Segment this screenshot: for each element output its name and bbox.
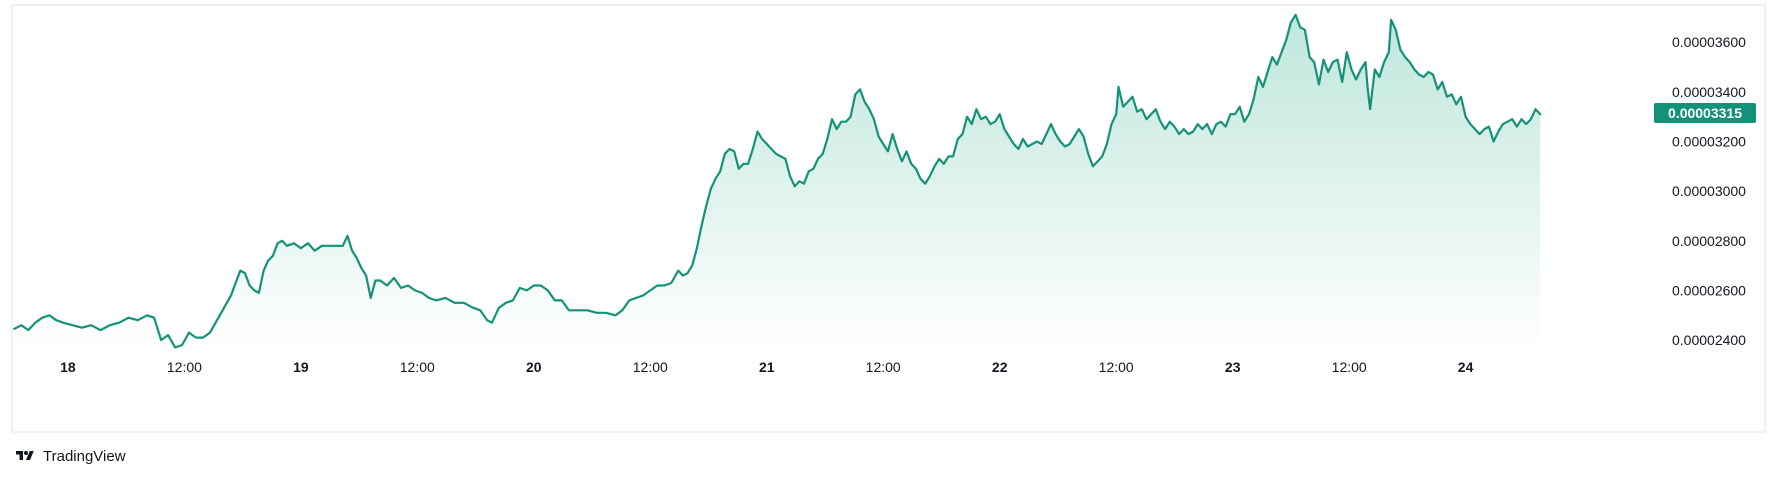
y-axis[interactable]: 0.00003600 0.00003400 0.00003200 0.00003000… — [1672, 34, 1746, 348]
y-tick-label: 0.00002600 — [1672, 282, 1746, 298]
last-price-value: 0.00003315 — [1668, 105, 1742, 121]
y-tick-label: 0.00003000 — [1672, 183, 1746, 199]
chart-frame — [11, 4, 1766, 433]
x-tick-label: 24 — [1458, 359, 1474, 375]
tradingview-branding[interactable]: TradingView — [12, 446, 126, 466]
y-tick-label: 0.00003400 — [1672, 84, 1746, 100]
last-price-tag: 0.00003315 — [1654, 103, 1756, 123]
x-tick-label: 12:00 — [1099, 359, 1134, 375]
tradingview-logo-icon — [16, 451, 34, 460]
y-tick-label: 0.00002400 — [1672, 332, 1746, 348]
x-tick-label: 12:00 — [400, 359, 435, 375]
last-price-tag-bg — [1654, 103, 1756, 123]
x-tick-label: 21 — [759, 359, 775, 375]
x-tick-label: 19 — [293, 359, 309, 375]
brand-name: TradingView — [43, 447, 126, 465]
series-line — [13, 13, 1542, 349]
x-tick-label: 22 — [992, 359, 1008, 375]
x-tick-label: 23 — [1225, 359, 1241, 375]
x-axis[interactable]: 18 12:00 19 12:00 20 12:00 21 12:00 22 12:00 23 12:… — [60, 359, 1473, 375]
x-tick-label: 12:00 — [866, 359, 901, 375]
x-tick-label: 18 — [60, 359, 76, 375]
x-tick-label: 12:00 — [633, 359, 668, 375]
x-tick-label: 20 — [526, 359, 542, 375]
plot-area — [13, 13, 1542, 351]
y-tick-label: 0.00003200 — [1672, 134, 1746, 150]
x-tick-label: 12:00 — [1332, 359, 1367, 375]
y-tick-label: 0.00002800 — [1672, 233, 1746, 249]
y-tick-label: 0.00003600 — [1672, 34, 1746, 50]
x-tick-label: 12:00 — [167, 359, 202, 375]
series-area-fill — [14, 14, 1541, 351]
